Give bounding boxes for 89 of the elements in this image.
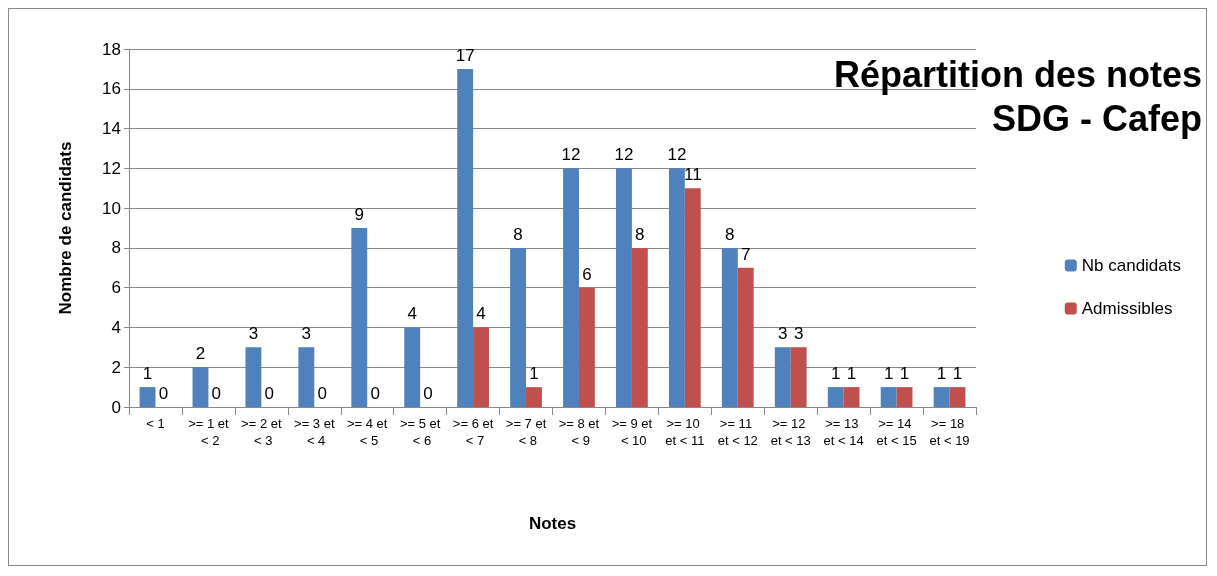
y-tick-label: 6	[111, 278, 121, 298]
x-tick-label: < 1	[146, 416, 165, 431]
y-tick-label: 14	[102, 119, 121, 139]
data-label: 2	[195, 344, 206, 364]
data-label: 12	[667, 145, 687, 165]
data-label: 0	[158, 384, 169, 403]
bar	[843, 387, 860, 407]
data-label: 8	[635, 224, 645, 244]
x-tick-label: >= 18 et < 19	[929, 416, 970, 448]
y-tick-label: 0	[111, 397, 121, 417]
data-label: 8	[513, 224, 523, 244]
y-tick-label: 2	[111, 357, 121, 377]
text: Répartition des notes SDG - Cafep	[833, 53, 1202, 139]
bar	[616, 168, 632, 407]
bar	[510, 247, 527, 407]
bar	[737, 267, 754, 407]
data-label: 3	[778, 324, 788, 344]
bar	[684, 188, 701, 407]
data-label: 1	[952, 364, 963, 384]
x-tick-label: >= 1 et < 2	[188, 416, 230, 448]
bar	[631, 247, 648, 407]
legend-label: Admissibles	[1081, 299, 1173, 318]
bar	[563, 168, 579, 407]
data-label: 0	[211, 384, 222, 403]
bar	[790, 347, 807, 407]
x-tick-label: >= 10 et < 11	[665, 416, 705, 448]
x-tick-label: >= 13 et < 14	[823, 416, 864, 448]
data-label: 4	[476, 304, 486, 324]
bar	[668, 168, 685, 407]
data-label: 11	[683, 165, 702, 185]
bar	[933, 387, 950, 407]
y-tick-label: 16	[102, 79, 121, 99]
data-label: 0	[317, 384, 327, 403]
bar	[949, 387, 966, 407]
x-tick-label: >= 5 et < 6	[399, 416, 441, 448]
data-label: 3	[248, 324, 259, 344]
legend-label: Nb candidats	[1081, 256, 1182, 275]
data-label: 1	[899, 364, 910, 384]
data-label: 0	[370, 384, 380, 403]
bar	[526, 387, 542, 407]
bar	[896, 387, 913, 407]
bar	[192, 367, 209, 407]
data-label: 0	[423, 384, 433, 403]
data-label: 1	[830, 364, 841, 384]
y-tick-label: 8	[111, 238, 121, 258]
data-label: 3	[793, 324, 804, 344]
y-tick-label: 10	[102, 198, 121, 218]
data-label: 12	[561, 145, 581, 165]
x-axis-title: Notes	[528, 514, 577, 533]
data-label: 12	[614, 145, 634, 165]
bar	[721, 247, 738, 407]
bar	[351, 228, 368, 407]
bar	[774, 347, 791, 407]
x-tick-label: >= 11 et < 12	[717, 416, 758, 448]
data-label: 1	[846, 364, 857, 384]
x-tick-label: >= 9 et < 10	[611, 416, 653, 448]
data-label: 1	[142, 364, 153, 384]
bar	[473, 327, 489, 407]
x-tick-label: >= 12 et < 13	[770, 416, 811, 448]
x-tick-label: >= 14 et < 15	[876, 416, 917, 448]
bar	[245, 347, 262, 407]
bar	[578, 287, 595, 407]
data-label: 1	[529, 364, 539, 384]
bar	[457, 68, 474, 407]
bar	[827, 387, 844, 407]
data-label: 0	[264, 384, 275, 403]
data-label: 1	[936, 364, 947, 384]
y-tick-label: 12	[102, 158, 121, 178]
bar	[139, 387, 156, 407]
x-tick-label: >= 2 et < 3	[241, 416, 282, 448]
x-tick-label: >= 7 et < 8	[505, 416, 547, 448]
data-label: 9	[354, 205, 365, 224]
data-label: 4	[407, 304, 417, 324]
data-label: 3	[301, 324, 312, 344]
data-label: 17	[455, 45, 475, 65]
y-axis-title: Nombre de candidats	[56, 141, 75, 315]
data-label: 7	[740, 244, 751, 264]
bar	[298, 347, 315, 407]
bar	[404, 327, 421, 407]
x-tick-label: >= 8 et < 9	[558, 416, 600, 448]
data-label: 8	[725, 224, 735, 244]
x-tick-label: >= 4 et < 5	[346, 416, 388, 448]
y-tick-label: 18	[102, 39, 121, 59]
y-tick-label: 4	[111, 317, 121, 337]
x-tick-label: >= 6 et < 7	[452, 416, 494, 448]
bar	[880, 387, 897, 407]
data-label: 1	[883, 364, 894, 384]
data-label: 6	[582, 264, 592, 284]
x-tick-label: >= 3 et < 4	[294, 416, 335, 448]
